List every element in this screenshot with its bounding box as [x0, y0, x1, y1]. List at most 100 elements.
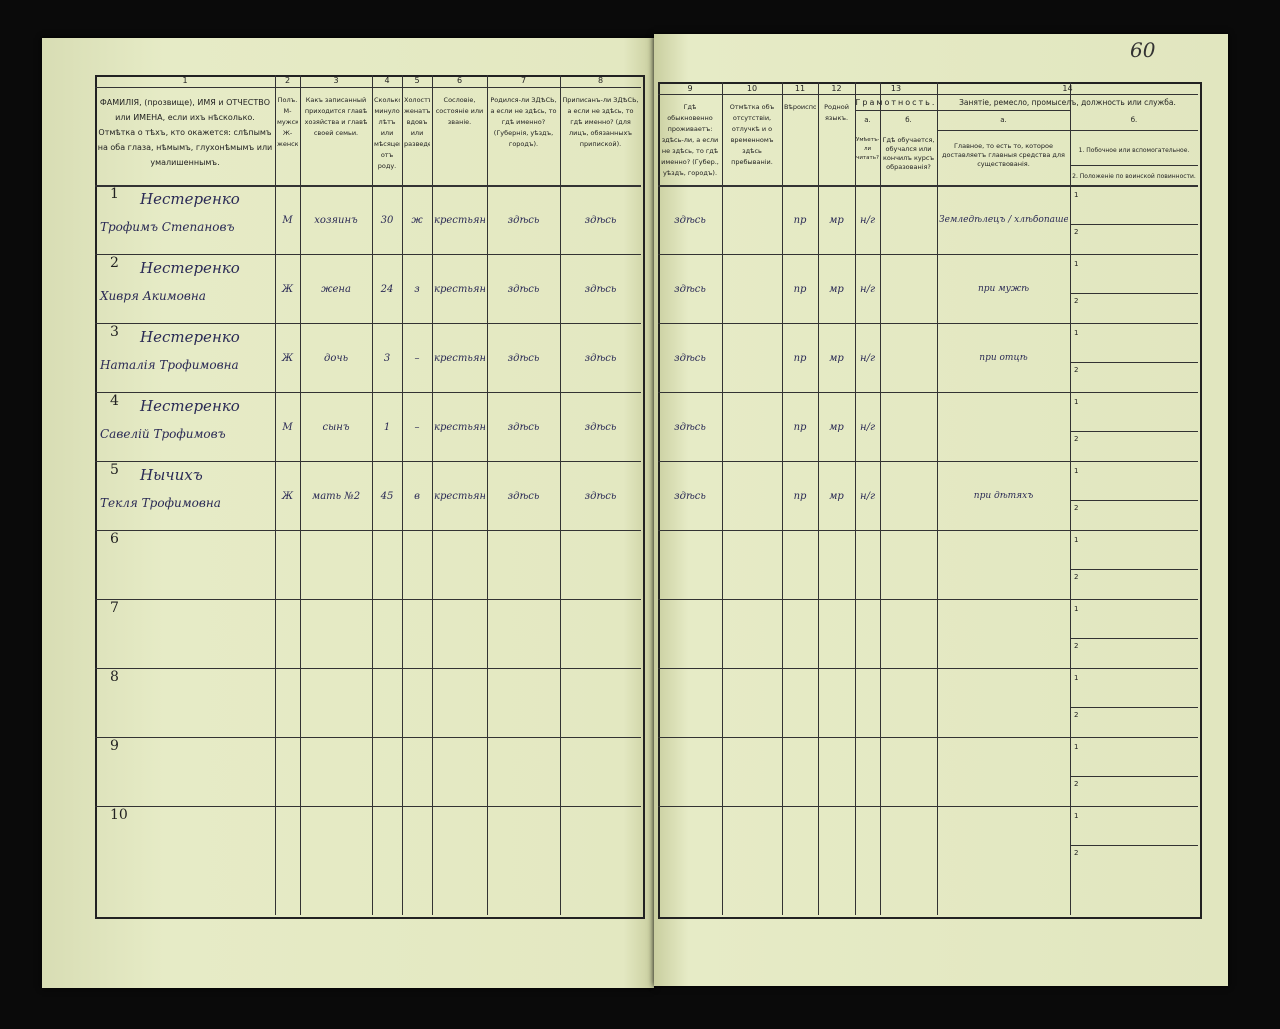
entry-reg: здѣсь — [584, 284, 617, 295]
sub-row-divider — [1070, 430, 1198, 432]
header-bottom-rule — [95, 185, 641, 187]
sub-row-number: 1 — [1074, 536, 1079, 544]
entry-occ: при мужѣ — [977, 284, 1030, 294]
sub-row-divider — [1070, 844, 1198, 846]
sub-row-divider — [1070, 292, 1198, 294]
row-number: 1 — [110, 186, 119, 202]
sub-row-number: 2 — [1074, 503, 1079, 512]
column-divider — [855, 82, 856, 915]
sub-row-number: 2 — [1074, 848, 1079, 857]
entry-born: здѣсь — [507, 491, 540, 502]
column-divider — [782, 82, 783, 915]
row-number: 5 — [110, 462, 119, 478]
header-rule — [937, 130, 1198, 131]
sub-row-divider — [1070, 361, 1198, 363]
entry-estate: крестьянинъ — [434, 215, 485, 226]
row-divider — [658, 530, 1198, 531]
entry-lives: здѣсь — [674, 353, 706, 364]
column-header: Полъ. М-мужской. Ж-женскій. — [277, 96, 298, 148]
column-header: Сословіе, состояніе или званіе. — [435, 96, 484, 126]
sub-row-number: 2 — [1074, 296, 1079, 305]
entry-born: здѣсь — [507, 284, 540, 295]
column-number: 2 — [284, 76, 291, 85]
row-divider — [95, 737, 641, 738]
sub-row-number: 2 — [1074, 710, 1079, 719]
header-rule — [1070, 165, 1198, 166]
literacy-title: Грамотность. — [855, 98, 937, 107]
entry-rel: сынъ — [322, 422, 350, 433]
sub-row-number: 1 — [1074, 329, 1079, 337]
entry-estate: крестьянка — [434, 353, 485, 364]
entry-rel: хозяинъ — [314, 215, 358, 226]
row-number: 2 — [110, 255, 119, 271]
column-number: 9 — [687, 84, 693, 93]
row-divider — [95, 806, 641, 807]
entry-given-name: Трофимъ Степановъ — [100, 220, 235, 234]
column-divider — [818, 82, 819, 915]
row-divider — [658, 392, 1198, 393]
column-number: 1 — [182, 76, 188, 85]
column-number: 7 — [520, 76, 527, 85]
entry-age: 1 — [383, 422, 391, 433]
entry-lang: мр — [829, 215, 844, 226]
entry-sex: М — [282, 422, 293, 433]
entry-lit: н/г — [859, 491, 875, 502]
entry-given-name: Текля Трофимовна — [100, 496, 221, 510]
row-divider — [658, 737, 1198, 738]
sub-row-divider — [1070, 637, 1198, 639]
row-number: 4 — [110, 393, 119, 409]
entry-age: 30 — [380, 215, 394, 226]
row-number: 9 — [110, 738, 119, 754]
column-header: Вѣроисповѣданіе. — [784, 103, 816, 111]
sub-row-number: 1 — [1074, 605, 1079, 613]
entry-mar: ж — [411, 215, 423, 226]
column-divider — [372, 75, 373, 915]
page-number: 60 — [1130, 38, 1156, 62]
entry-lang: мр — [829, 284, 844, 295]
entry-mar: – — [414, 422, 420, 433]
sub-row-number: 1 — [1074, 260, 1079, 268]
entry-mar: з — [414, 284, 420, 295]
row-number: 6 — [110, 531, 119, 547]
literacy-b-header: Гдѣ обучается, обучался или кончилъ курс… — [882, 136, 935, 171]
column-divider — [300, 75, 301, 915]
row-divider — [658, 668, 1198, 669]
entry-estate: крестьянка — [434, 284, 485, 295]
sub-row-number: 1 — [1074, 191, 1079, 199]
entry-sex: Ж — [281, 491, 294, 502]
sub-b: б. — [1130, 116, 1138, 124]
column-number: 13 — [890, 84, 902, 93]
entry-faith: пр — [793, 491, 807, 502]
sub-row-number: 2 — [1074, 365, 1079, 374]
entry-faith: пр — [793, 215, 807, 226]
occupation-b1-header: 1. Побочное или вспомогательное. — [1078, 147, 1190, 154]
row-number: 7 — [110, 600, 119, 616]
column-number: 12 — [831, 84, 842, 93]
column-divider — [1070, 82, 1071, 915]
entry-sex: Ж — [281, 284, 294, 295]
entry-estate: крестьянка — [434, 491, 485, 502]
entry-surname: Нестеренко — [140, 259, 240, 277]
column-divider — [487, 75, 488, 915]
column-header: Родился-ли ЗДѢСЬ, а если не здѣсь, то гд… — [490, 96, 557, 148]
row-number: 8 — [110, 669, 119, 685]
header-bottom-rule — [658, 185, 1198, 187]
entry-age: 45 — [380, 491, 394, 502]
literacy-a-header: Умѣетъ-ли читать? — [856, 137, 879, 161]
sub-row-number: 1 — [1074, 398, 1079, 406]
column-number: 10 — [746, 84, 758, 93]
entry-lang: мр — [829, 491, 844, 502]
entry-sex: Ж — [281, 353, 294, 364]
row-divider — [95, 392, 641, 393]
row-divider — [95, 323, 641, 324]
left-form-frame — [95, 75, 645, 919]
entry-born: здѣсь — [507, 215, 540, 226]
entry-given-name: Савелій Трофимовъ — [100, 427, 226, 441]
entry-rel: дочь — [323, 353, 349, 364]
column-header: Какъ записанный приходится главѣ хозяйст… — [304, 96, 368, 137]
right-form-frame — [658, 82, 1202, 919]
sub-row-divider — [1070, 223, 1198, 225]
entry-rel: мать №2 — [311, 491, 361, 502]
entry-surname: Нестеренко — [140, 328, 240, 346]
entry-lit: н/г — [859, 284, 875, 295]
